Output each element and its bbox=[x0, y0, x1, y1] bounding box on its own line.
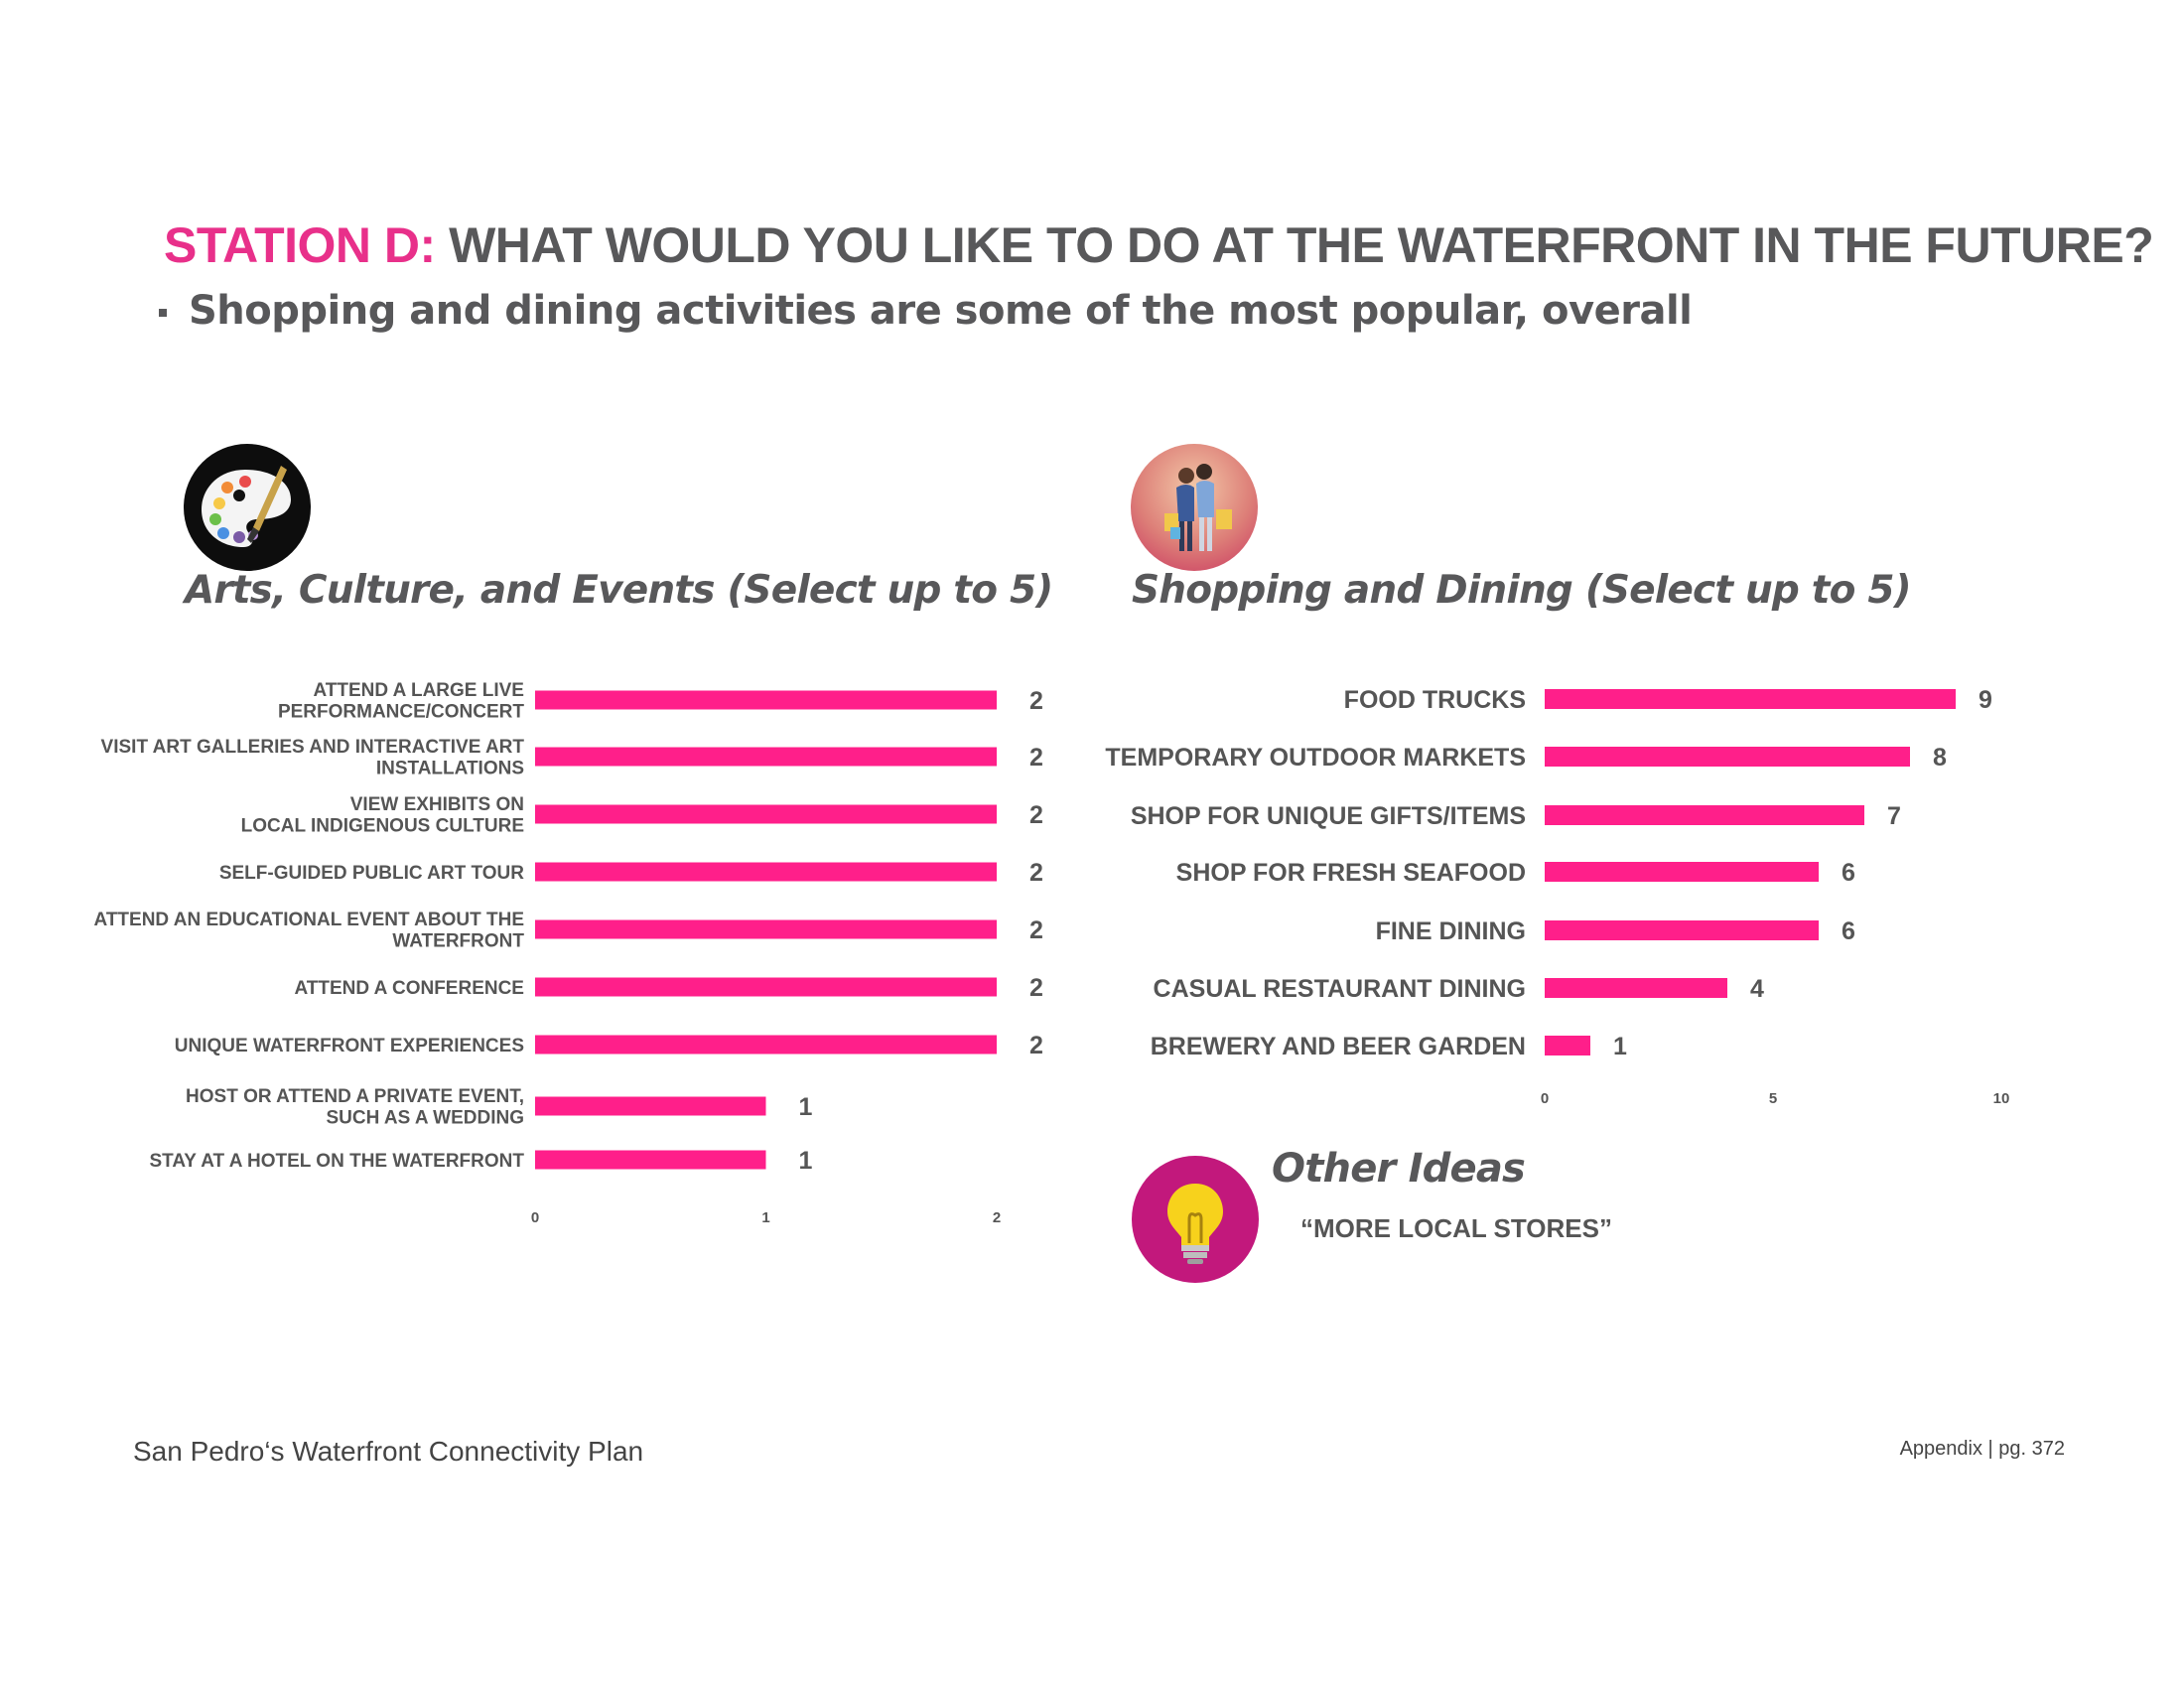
bar bbox=[1545, 747, 1910, 767]
x-tick-label: 1 bbox=[761, 1209, 769, 1226]
data-label: 2 bbox=[1029, 859, 1043, 887]
bar bbox=[535, 862, 997, 882]
x-tick-label: 5 bbox=[1769, 1090, 1777, 1107]
bar bbox=[535, 919, 997, 939]
category-label: TEMPORARY OUTDOOR MARKETS bbox=[1105, 744, 1526, 772]
category-label: SHOP FOR FRESH SEAFOOD bbox=[1176, 859, 1526, 887]
category-label: FOOD TRUCKS bbox=[1344, 686, 1526, 714]
data-label: 1 bbox=[799, 1093, 813, 1121]
category-label-line: PERFORMANCE/CONCERT bbox=[278, 701, 524, 722]
x-tick-label: 2 bbox=[993, 1209, 1001, 1226]
paint-palette-icon bbox=[184, 444, 311, 571]
category-label: SHOP FOR UNIQUE GIFTS/ITEMS bbox=[1131, 802, 1526, 830]
category-label: STAY AT A HOTEL ON THE WATERFRONT bbox=[149, 1151, 524, 1172]
category-label-line: HOST OR ATTEND A PRIVATE EVENT, bbox=[186, 1086, 524, 1107]
bar bbox=[535, 690, 997, 710]
category-label: ATTEND A CONFERENCE bbox=[294, 978, 524, 999]
data-label: 2 bbox=[1029, 1032, 1043, 1059]
footer-page-number: Appendix | pg. 372 bbox=[1899, 1438, 2065, 1460]
category-label-line: VISIT ART GALLERIES AND INTERACTIVE ART bbox=[101, 737, 525, 758]
category-label: ATTEND AN EDUCATIONAL EVENT ABOUT THE WAT… bbox=[94, 910, 525, 951]
bar bbox=[535, 1096, 766, 1116]
data-label: 8 bbox=[1933, 744, 1947, 772]
data-label: 6 bbox=[1842, 917, 1855, 945]
category-label-line: SELF-GUIDED PUBLIC ART TOUR bbox=[219, 863, 524, 884]
category-label: FINE DINING bbox=[1376, 917, 1526, 945]
category-label: HOST OR ATTEND A PRIVATE EVENT, SUCH AS A… bbox=[186, 1086, 524, 1128]
data-label: 1 bbox=[1613, 1033, 1627, 1060]
shopping-bar-chart: FOOD TRUCKS 9 TEMPORARY OUTDOOR MARKETS 8 SH… bbox=[1105, 686, 2010, 1107]
other-ideas-title: Other Ideas bbox=[1272, 1146, 1526, 1192]
category-label-line: FOOD TRUCKS bbox=[1344, 686, 1526, 714]
lightbulb-icon bbox=[1132, 1156, 1259, 1283]
data-label: 4 bbox=[1750, 975, 1764, 1003]
category-label: SELF-GUIDED PUBLIC ART TOUR bbox=[219, 863, 524, 884]
category-label: BREWERY AND BEER GARDEN bbox=[1151, 1033, 1526, 1060]
x-tick-label: 0 bbox=[531, 1209, 539, 1226]
x-tick-label: 10 bbox=[1993, 1090, 2010, 1107]
category-label: VISIT ART GALLERIES AND INTERACTIVE ART I… bbox=[101, 737, 525, 778]
bar bbox=[535, 747, 997, 767]
category-label: UNIQUE WATERFRONT EXPERIENCES bbox=[175, 1036, 524, 1056]
other-idea-item: “MORE LOCAL STORES” bbox=[1300, 1213, 1612, 1243]
category-label-line: FINE DINING bbox=[1376, 917, 1526, 945]
shoppers-icon bbox=[1131, 444, 1258, 571]
category-label-line: ATTEND AN EDUCATIONAL EVENT ABOUT THE bbox=[94, 910, 524, 930]
category-label: VIEW EXHIBITS ON LOCAL INDIGENOUS CULTURE bbox=[241, 794, 524, 836]
bar bbox=[1545, 862, 1819, 882]
category-label: ATTEND A LARGE LIVE PERFORMANCE/CONCERT bbox=[278, 680, 524, 722]
data-label: 2 bbox=[1029, 916, 1043, 944]
category-label-line: BREWERY AND BEER GARDEN bbox=[1151, 1033, 1526, 1060]
bullet-marker bbox=[159, 309, 167, 317]
x-tick-label: 0 bbox=[1541, 1090, 1549, 1107]
data-label: 2 bbox=[1029, 801, 1043, 829]
category-label-line: WATERFRONT bbox=[392, 930, 524, 951]
footer-plan-name: San Pedro‘s Waterfront Connectivity Plan bbox=[133, 1436, 644, 1467]
summary-text: Shopping and dining activities are some … bbox=[189, 288, 1693, 334]
category-label-line: UNIQUE WATERFRONT EXPERIENCES bbox=[175, 1036, 524, 1056]
station-label: STATION D: bbox=[164, 217, 436, 273]
bar bbox=[535, 1150, 766, 1170]
data-label: 1 bbox=[799, 1147, 813, 1175]
category-label-line: ATTEND A LARGE LIVE bbox=[313, 680, 524, 701]
category-label-line: ATTEND A CONFERENCE bbox=[294, 978, 524, 999]
bar bbox=[1545, 689, 1956, 709]
arts-section-title: Arts, Culture, and Events (Select up to … bbox=[185, 568, 1053, 613]
arts-bar-chart: ATTEND A LARGE LIVE PERFORMANCE/CONCERT 2 V… bbox=[94, 680, 1043, 1226]
data-label: 6 bbox=[1842, 859, 1855, 887]
category-label-line: LOCAL INDIGENOUS CULTURE bbox=[241, 815, 524, 836]
category-label-line: SHOP FOR FRESH SEAFOOD bbox=[1176, 859, 1526, 887]
bar bbox=[1545, 978, 1727, 998]
bar bbox=[535, 804, 997, 824]
station-question: WHAT WOULD YOU LIKE TO DO AT THE WATERFR… bbox=[435, 217, 2154, 273]
data-label: 9 bbox=[1979, 686, 1992, 714]
bar bbox=[1545, 920, 1819, 940]
bar bbox=[535, 977, 997, 997]
page-title: STATION D: WHAT WOULD YOU LIKE TO DO AT … bbox=[164, 216, 2154, 274]
category-label-line: VIEW EXHIBITS ON bbox=[350, 794, 524, 815]
data-label: 2 bbox=[1029, 974, 1043, 1002]
data-label: 2 bbox=[1029, 687, 1043, 715]
data-label: 7 bbox=[1887, 802, 1901, 830]
category-label-line: CASUAL RESTAURANT DINING bbox=[1154, 975, 1526, 1003]
category-label: CASUAL RESTAURANT DINING bbox=[1154, 975, 1526, 1003]
category-label-line: SHOP FOR UNIQUE GIFTS/ITEMS bbox=[1131, 802, 1526, 830]
category-label-line: STAY AT A HOTEL ON THE WATERFRONT bbox=[149, 1151, 524, 1172]
category-label-line: INSTALLATIONS bbox=[376, 758, 524, 778]
data-label: 2 bbox=[1029, 744, 1043, 772]
category-label-line: SUCH AS A WEDDING bbox=[327, 1107, 525, 1128]
bar bbox=[1545, 805, 1864, 825]
summary-bullet: Shopping and dining activities are some … bbox=[159, 288, 1693, 334]
category-label-line: TEMPORARY OUTDOOR MARKETS bbox=[1105, 744, 1526, 772]
bar bbox=[535, 1035, 997, 1055]
bar bbox=[1545, 1036, 1590, 1055]
shopping-section-title: Shopping and Dining (Select up to 5) bbox=[1132, 568, 1912, 613]
